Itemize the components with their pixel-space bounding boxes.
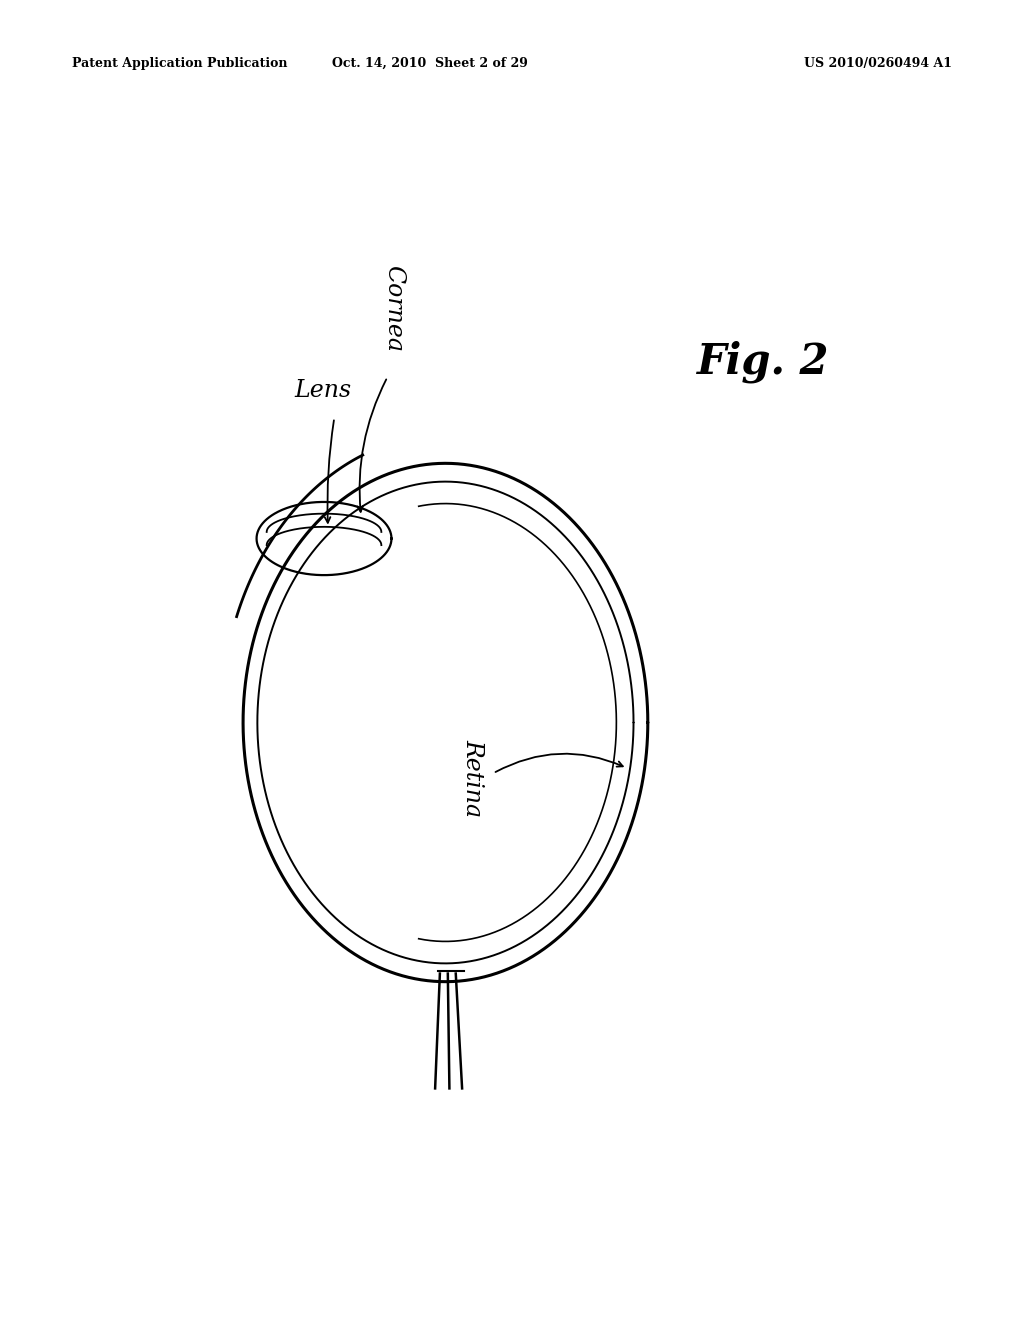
Text: Patent Application Publication: Patent Application Publication bbox=[72, 57, 287, 70]
Text: Lens: Lens bbox=[294, 379, 351, 403]
Text: US 2010/0260494 A1: US 2010/0260494 A1 bbox=[804, 57, 952, 70]
Text: Fig. 2: Fig. 2 bbox=[696, 341, 829, 383]
Text: Cornea: Cornea bbox=[382, 264, 406, 351]
Text: Retina: Retina bbox=[462, 739, 484, 817]
Text: Oct. 14, 2010  Sheet 2 of 29: Oct. 14, 2010 Sheet 2 of 29 bbox=[332, 57, 528, 70]
